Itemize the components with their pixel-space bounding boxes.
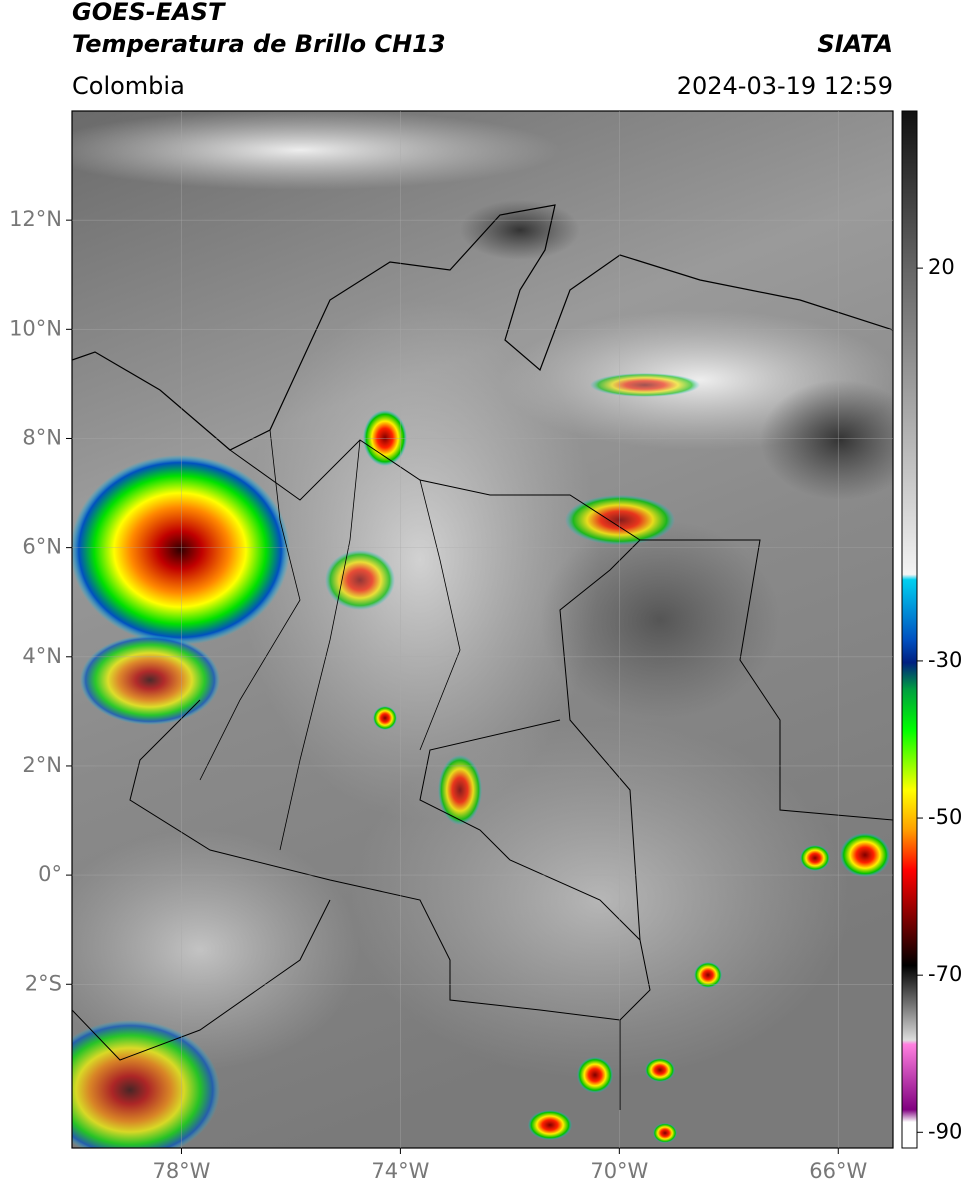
lat-tick-label: 2°S: [25, 971, 62, 995]
datetime: 2024-03-19 12:59: [677, 72, 893, 100]
colorbar-tick-label: -90: [928, 1119, 962, 1143]
lon-tick-label: 78°W: [152, 1159, 210, 1183]
satellite-image: [72, 111, 893, 1148]
subtitle: Temperatura de Brillo CH13: [72, 30, 446, 58]
lat-tick-label: 10°N: [9, 316, 62, 340]
lon-tick-label: 70°W: [590, 1159, 648, 1183]
lat-tick-label: 8°N: [22, 425, 62, 449]
source: SIATA: [817, 30, 893, 58]
colorbar-tick-label: -50: [928, 805, 962, 829]
colorbar-tick-label: 20: [928, 255, 955, 279]
map-frame: [71, 110, 894, 1149]
lat-tick-label: 12°N: [9, 207, 62, 231]
colorbar: [901, 110, 918, 1149]
lon-tick-label: 66°W: [809, 1159, 867, 1183]
lat-tick-label: 0°: [38, 862, 62, 886]
lat-tick-label: 4°N: [22, 644, 62, 668]
region: Colombia: [72, 72, 185, 100]
colorbar-tick-label: -30: [928, 648, 962, 672]
lat-tick-label: 2°N: [22, 753, 62, 777]
lat-tick-label: 6°N: [22, 535, 62, 559]
colorbar-tick-label: -70: [928, 962, 962, 986]
title: GOES-EAST: [72, 0, 226, 26]
lon-tick-label: 74°W: [371, 1159, 429, 1183]
